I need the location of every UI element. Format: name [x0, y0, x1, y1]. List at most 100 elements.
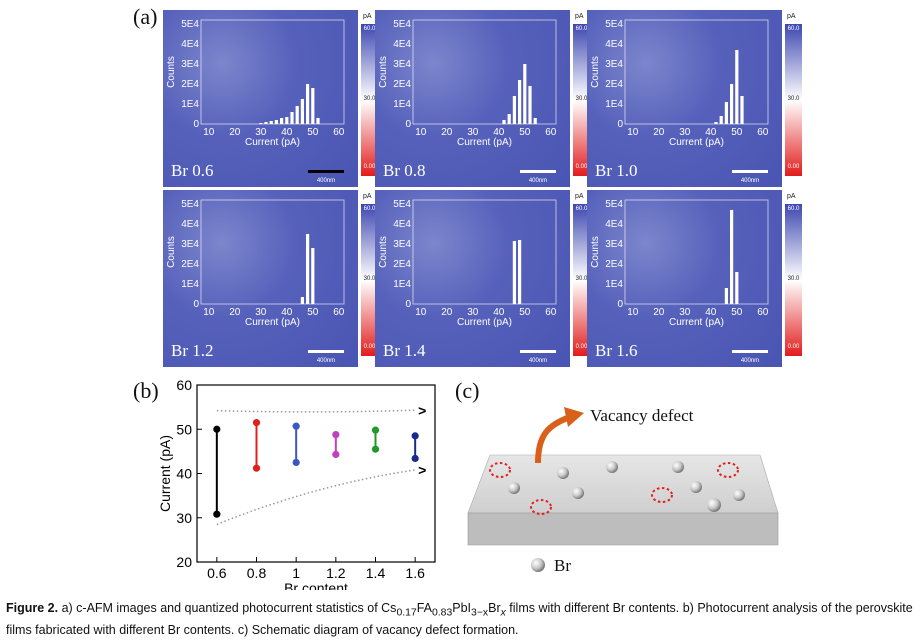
hist-bar [528, 86, 532, 124]
br-ion [572, 487, 584, 499]
hist-x-tick: 40 [705, 127, 717, 138]
vacancy-schematic: Vacancy defect Br [467, 406, 779, 575]
range-min-point [252, 464, 261, 472]
range-max-point [252, 419, 261, 427]
hist-bar [306, 234, 310, 304]
hist-y-tick: 1E4 [393, 279, 411, 290]
histogram-frame [624, 19, 769, 125]
hist-y-label: Counts [166, 236, 177, 268]
hist-y-tick: 1E4 [605, 279, 623, 290]
hist-y-label: Counts [590, 236, 601, 268]
hist-y-tick: 5E4 [605, 19, 623, 30]
vacancy-defect-label: Vacancy defect [590, 406, 694, 425]
vacancy-markers [489, 462, 739, 515]
colorbar: 60.0 30.0 0.00 [573, 24, 590, 176]
hist-x-label: Current (pA) [669, 317, 724, 328]
panel-label-a: (a) [133, 4, 158, 29]
hist-bar [719, 116, 723, 124]
hist-x-tick: 50 [519, 127, 531, 138]
hist-y-tick: 0 [617, 119, 623, 130]
hist-y-label: Counts [166, 56, 177, 88]
x-tick-label: 1.6 [405, 565, 425, 581]
hist-bar [316, 118, 320, 124]
caption-text-1: a) c-AFM images and quantized photocurre… [58, 601, 397, 615]
hist-y-tick: 4E4 [393, 39, 411, 50]
hist-y-tick: 0 [405, 299, 411, 310]
hist-y-tick: 3E4 [393, 239, 411, 250]
hist-y-tick: 3E4 [393, 59, 411, 70]
hist-bar [295, 106, 299, 124]
colorbar-tick: 0.00 [787, 164, 800, 170]
hist-bar [280, 118, 284, 124]
afm-histogram: 5E4 4E4 3E4 2E4 1E4 0 10 20 30 40 50 60 Current (pA)… [166, 19, 345, 148]
hist-x-tick: 20 [653, 307, 665, 318]
hist-bar [274, 120, 278, 124]
hist-x-tick: 40 [705, 307, 717, 318]
hist-x-label: Current (pA) [457, 317, 512, 328]
hist-x-tick: 60 [545, 307, 557, 318]
hist-x-tick: 10 [415, 127, 427, 138]
hist-y-tick: 4E4 [393, 219, 411, 230]
scale-bar-label: 400nm [740, 178, 760, 184]
caption-sub-1: 0.17 [396, 607, 417, 619]
trend-arrow: > [418, 403, 426, 419]
br-ion [606, 461, 618, 473]
br-legend-label: Br [554, 556, 571, 575]
hist-bar [512, 96, 516, 124]
hist-y-tick: 5E4 [605, 199, 623, 210]
vacancy-arrow-head [564, 407, 584, 427]
br-ion [508, 482, 520, 494]
range-min-point [332, 450, 340, 459]
y-tick-label: 60 [176, 377, 192, 393]
hist-x-tick: 10 [627, 307, 639, 318]
y-tick-label: 20 [176, 554, 192, 570]
caption-sub-3: 3−x [471, 607, 489, 619]
x-tick-label: 0.8 [247, 565, 267, 581]
hist-y-label: Counts [378, 56, 389, 88]
hist-bar [512, 241, 516, 304]
afm-image-2: 5E4 4E4 3E4 2E4 1E4 0 10 20 30 40 50 60 Current (pA)… [375, 10, 570, 187]
afm-image-5: 5E4 4E4 3E4 2E4 1E4 0 10 20 30 40 50 60 Current (pA)… [375, 190, 570, 367]
colorbar-tick: 30.0 [575, 96, 588, 102]
afm-sample-label: Br 1.6 [595, 341, 638, 360]
colorbar: 60.0 30.0 0.00 [573, 204, 590, 356]
hist-bar [264, 122, 268, 124]
colorbar-tick: 30.0 [363, 276, 376, 282]
x-tick-label: 1 [292, 565, 300, 581]
range-max-point [292, 422, 300, 430]
range-min-point [411, 454, 419, 463]
afm-sample-label: Br 0.8 [383, 161, 426, 180]
br-ions [508, 461, 745, 512]
colorbar-tick: 30.0 [363, 96, 376, 102]
colorbar-tick: 0.00 [363, 344, 376, 350]
colorbar-tick: 0.00 [575, 164, 588, 170]
hist-x-tick: 20 [229, 127, 241, 138]
hist-x-tick: 10 [203, 127, 215, 138]
hist-y-tick: 4E4 [181, 39, 199, 50]
hist-bar [724, 288, 728, 304]
y-axis-label: Current (pA) [157, 435, 173, 512]
afm-sample-label: Br 1.0 [595, 161, 638, 180]
br-ion [557, 467, 569, 479]
hist-x-tick: 50 [731, 127, 743, 138]
vacancy-marker [530, 499, 552, 515]
hist-bar [290, 112, 294, 124]
hist-x-tick: 10 [415, 307, 427, 318]
hist-y-tick: 2E4 [393, 79, 411, 90]
afm-image-1: 5E4 4E4 3E4 2E4 1E4 0 10 20 30 40 50 60 Current (pA)… [163, 10, 358, 187]
hist-x-tick: 40 [493, 307, 505, 318]
colorbar-unit: pA [575, 193, 584, 200]
colorbar: 60.0 30.0 0.00 [785, 24, 802, 176]
afm-image-4: 5E4 4E4 3E4 2E4 1E4 0 10 20 30 40 50 60 Current (pA)… [163, 190, 358, 367]
colorbar-tick: 30.0 [575, 276, 588, 282]
scale-bar-label: 400nm [528, 178, 548, 184]
hist-x-tick: 50 [307, 127, 319, 138]
hist-y-label: Counts [378, 236, 389, 268]
hist-bar [285, 117, 289, 124]
hist-x-tick: 20 [653, 127, 665, 138]
hist-y-tick: 2E4 [605, 259, 623, 270]
colorbar-unit: pA [363, 193, 372, 200]
afm-histogram: 5E4 4E4 3E4 2E4 1E4 0 10 20 30 40 50 60 Current (pA)… [590, 19, 769, 148]
colorbar-tick: 60.0 [363, 26, 376, 32]
afm-histogram: 5E4 4E4 3E4 2E4 1E4 0 10 20 30 40 50 60 Current (pA)… [378, 199, 557, 328]
